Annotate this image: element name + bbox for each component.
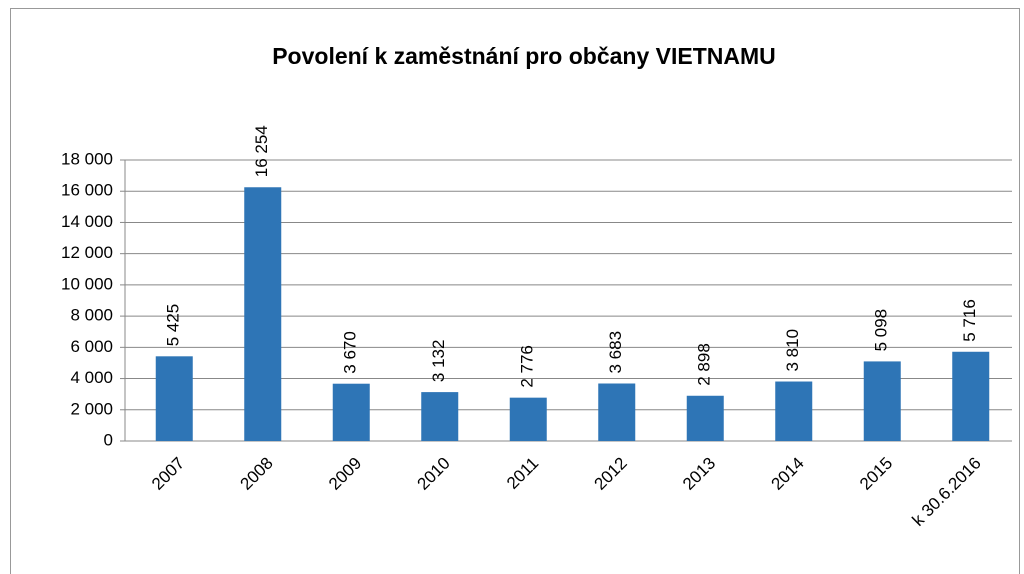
- y-tick-label: 2 000: [70, 399, 113, 418]
- bar: [863, 361, 901, 441]
- y-tick-label: 18 000: [61, 149, 113, 168]
- bar: [332, 383, 370, 441]
- value-label: 16 254: [252, 125, 271, 177]
- y-tick-label: 10 000: [61, 274, 113, 293]
- y-tick-label: 4 000: [70, 368, 113, 387]
- value-label: 3 810: [783, 329, 802, 372]
- bar: [421, 392, 459, 441]
- bar: [952, 351, 990, 441]
- y-tick-label: 12 000: [61, 243, 113, 262]
- bar: [686, 395, 724, 441]
- y-tick-label: 16 000: [61, 181, 113, 200]
- value-label: 5 098: [872, 309, 891, 352]
- value-label: 5 425: [164, 304, 183, 347]
- chart-title: Povolení k zaměstnání pro občany VIETNAM…: [272, 43, 776, 69]
- value-label: 3 670: [341, 331, 360, 374]
- bar: [244, 187, 282, 441]
- y-tick-label: 8 000: [70, 306, 113, 325]
- bar: [155, 356, 193, 441]
- y-tick-label: 6 000: [70, 337, 113, 356]
- y-tick-label: 14 000: [61, 212, 113, 231]
- value-label: 5 716: [960, 299, 979, 342]
- value-label: 3 683: [606, 331, 625, 374]
- chart-frame: [10, 8, 1020, 574]
- bar: [598, 383, 636, 441]
- y-tick-label: 0: [104, 430, 113, 449]
- bar: [775, 381, 813, 441]
- bar: [509, 397, 547, 441]
- value-label: 2 776: [518, 345, 537, 388]
- value-label: 3 132: [429, 340, 448, 383]
- value-label: 2 898: [695, 343, 714, 386]
